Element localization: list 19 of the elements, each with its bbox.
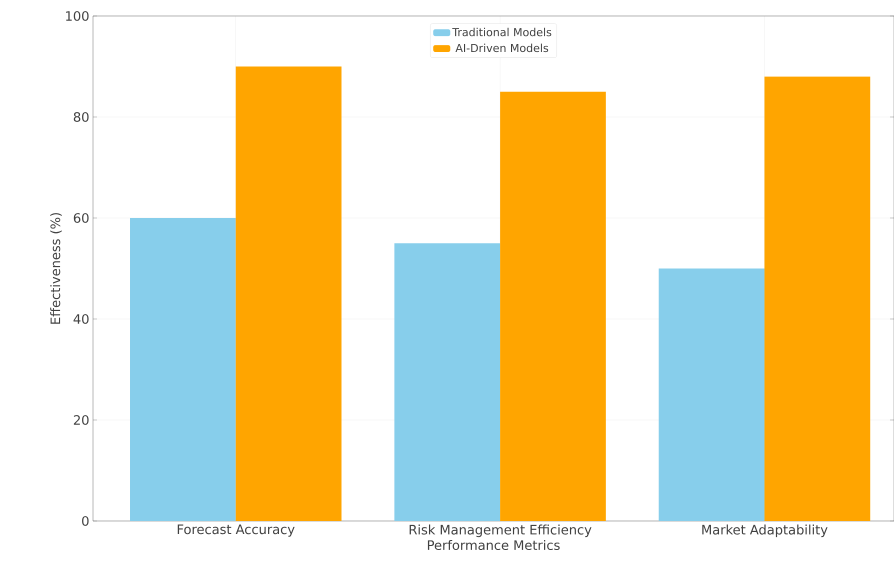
y-tick-label: 60 <box>74 213 89 223</box>
x-tick-label: Risk Management Efficiency <box>410 524 592 538</box>
bar <box>500 92 606 521</box>
x-tick-label: Forecast Accuracy <box>178 524 295 537</box>
bar <box>658 268 764 521</box>
bar <box>394 243 500 521</box>
y-tick-label: 0 <box>82 516 89 526</box>
bar <box>236 66 342 521</box>
bar <box>130 218 236 521</box>
y-axis-title: Effectiveness (%) <box>50 213 62 324</box>
y-tick-label: 100 <box>66 11 89 21</box>
x-tick-label: Market Adaptability <box>702 524 828 538</box>
bar <box>764 76 870 521</box>
legend-label: Traditional Models <box>452 28 552 36</box>
legend-label: AI-Driven Models <box>455 44 548 52</box>
y-tick-label: 40 <box>74 314 89 324</box>
x-axis-title: Performance Metrics <box>428 540 560 550</box>
y-tick-label: 80 <box>74 112 89 122</box>
y-tick-label: 20 <box>74 415 89 425</box>
